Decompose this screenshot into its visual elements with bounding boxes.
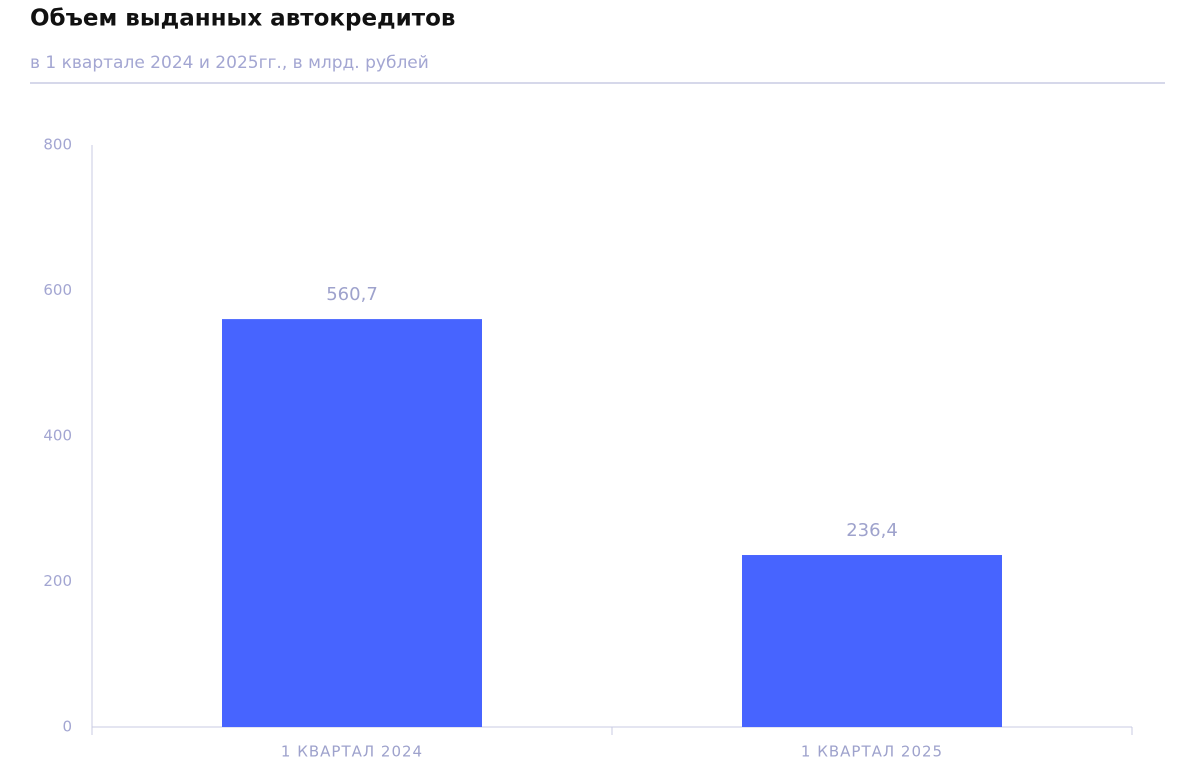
chart-subtitle: в 1 квартале 2024 и 2025гг., в млрд. руб… <box>30 53 429 73</box>
y-tick-label: 200 <box>43 572 72 590</box>
y-tick-label: 400 <box>43 427 72 445</box>
value-label: 236,4 <box>846 520 898 541</box>
x-tick-label: 1 КВАРТАЛ 2024 <box>281 743 423 761</box>
y-tick-label: 800 <box>43 136 72 154</box>
bar <box>742 555 1002 727</box>
x-tick-label: 1 КВАРТАЛ 2025 <box>801 743 943 761</box>
value-label: 560,7 <box>326 284 378 305</box>
y-tick-label: 600 <box>43 281 72 299</box>
chart-title: Объем выданных автокредитов <box>30 6 455 32</box>
bar <box>222 319 482 727</box>
y-tick-label: 0 <box>62 718 72 736</box>
